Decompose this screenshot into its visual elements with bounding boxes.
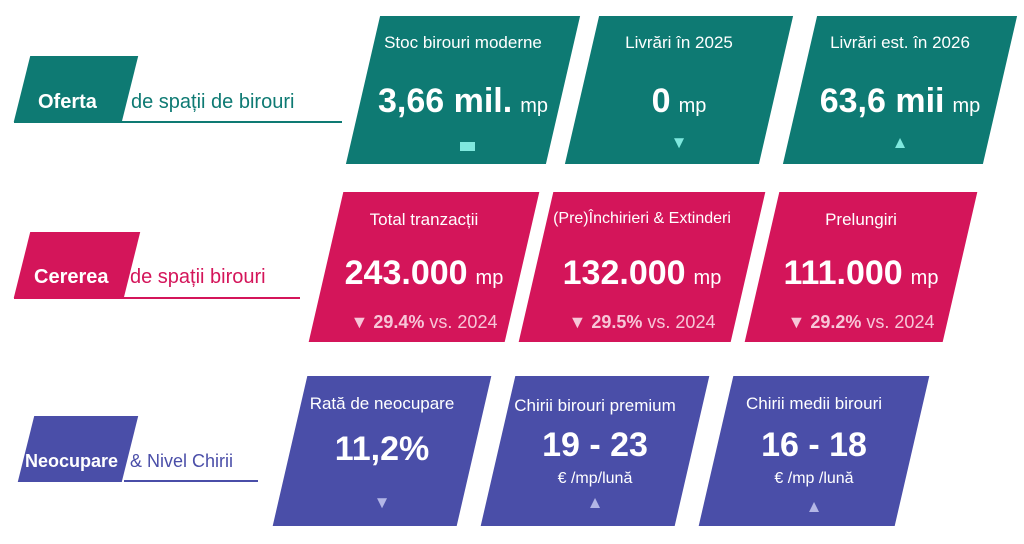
- card-title: Stoc birouri moderne: [384, 33, 542, 52]
- demand-section-description: de spații birouri: [130, 266, 266, 288]
- card-title: Rată de neocupare: [309, 394, 455, 413]
- change-suffix: vs. 2024: [866, 312, 935, 332]
- card-title: Prelungiri: [825, 210, 897, 229]
- vacancy-card-average-rent: Chirii medii birouri 16 - 18 € /mp /lună…: [698, 376, 930, 526]
- vacancy-card-rate: Rată de neocupare 11,2% ▼: [272, 376, 492, 526]
- card-title: (Pre)Închirieri & Extinderi: [553, 210, 731, 227]
- up-triangle-icon: ▲: [586, 493, 604, 512]
- card-value: 19 - 23: [542, 426, 648, 464]
- vacancy-section-tag: [17, 416, 139, 482]
- change-percent: 29.4%: [373, 312, 425, 332]
- change-suffix: vs. 2024: [647, 312, 716, 332]
- card-value: 3,66 mil.: [378, 82, 513, 120]
- card-value: 16 - 18: [761, 426, 867, 464]
- card-unit: € /mp /lună: [774, 470, 854, 487]
- down-triangle-icon: ▼: [373, 493, 391, 512]
- demand-card-renewals: Prelungiri 111.000 mp ▼ 29.2% vs. 2024: [744, 192, 978, 342]
- supply-card-deliveries-2026: Livrări est. în 2026 63,6 mii mp ▲: [782, 16, 1018, 164]
- change-percent: 29.2%: [810, 312, 862, 332]
- vacancy-section-underline: [124, 480, 258, 482]
- down-triangle-icon: ▼: [670, 133, 688, 152]
- card-unit: mp: [910, 267, 939, 289]
- change-suffix: vs. 2024: [429, 312, 498, 332]
- card-unit: mp: [475, 267, 504, 289]
- card-value: 11,2%: [334, 430, 430, 468]
- card-unit: mp: [952, 95, 981, 117]
- supply-section-description: de spații de birouri: [131, 91, 295, 113]
- supply-card-deliveries-2025: Livrări în 2025 0 mp ▼: [564, 16, 794, 164]
- supply-card-stock: Stoc birouri moderne 3,66 mil. mp: [345, 16, 581, 164]
- supply-section-label: Oferta: [38, 91, 97, 113]
- card-title: Chirii birouri premium: [514, 396, 676, 415]
- card-title: Total tranzacții: [369, 210, 479, 229]
- card-unit: mp: [693, 267, 722, 289]
- card-title: Livrări est. în 2026: [830, 33, 970, 52]
- vacancy-section-description: & Nivel Chirii: [130, 451, 234, 471]
- down-triangle-icon: ▼: [568, 312, 587, 332]
- card-value: 243.000: [344, 254, 468, 292]
- card-unit: mp: [520, 95, 548, 117]
- card-value: 132.000: [562, 254, 686, 292]
- card-unit: € /mp/lună: [557, 470, 633, 487]
- down-triangle-icon: ▼: [787, 312, 806, 332]
- stable-indicator-icon: [460, 142, 475, 151]
- card-title: Livrări în 2025: [625, 33, 733, 52]
- up-triangle-icon: ▲: [805, 497, 823, 516]
- demand-section-label: Cererea: [34, 266, 109, 288]
- demand-card-leases-extensions: (Pre)Închirieri & Extinderi 132.000 mp ▼ …: [518, 192, 766, 342]
- card-value: 0: [651, 82, 671, 120]
- vacancy-card-premium-rent: Chirii birouri premium 19 - 23 € /mp/lun…: [480, 376, 710, 526]
- demand-section-underline: [14, 297, 300, 299]
- change-percent: 29.5%: [591, 312, 643, 332]
- vacancy-section-label: Neocupare: [25, 451, 119, 471]
- demand-card-total-transactions: Total tranzacții 243.000 mp ▼ 29.4% vs. 2…: [308, 192, 540, 342]
- card-value: 111.000: [783, 254, 903, 292]
- card-unit: mp: [678, 95, 707, 117]
- card-title: Chirii medii birouri: [745, 394, 883, 413]
- up-triangle-icon: ▲: [891, 133, 909, 152]
- card-value: 63,6 mii: [819, 82, 945, 120]
- down-triangle-icon: ▼: [350, 312, 369, 332]
- supply-section-underline: [14, 121, 342, 123]
